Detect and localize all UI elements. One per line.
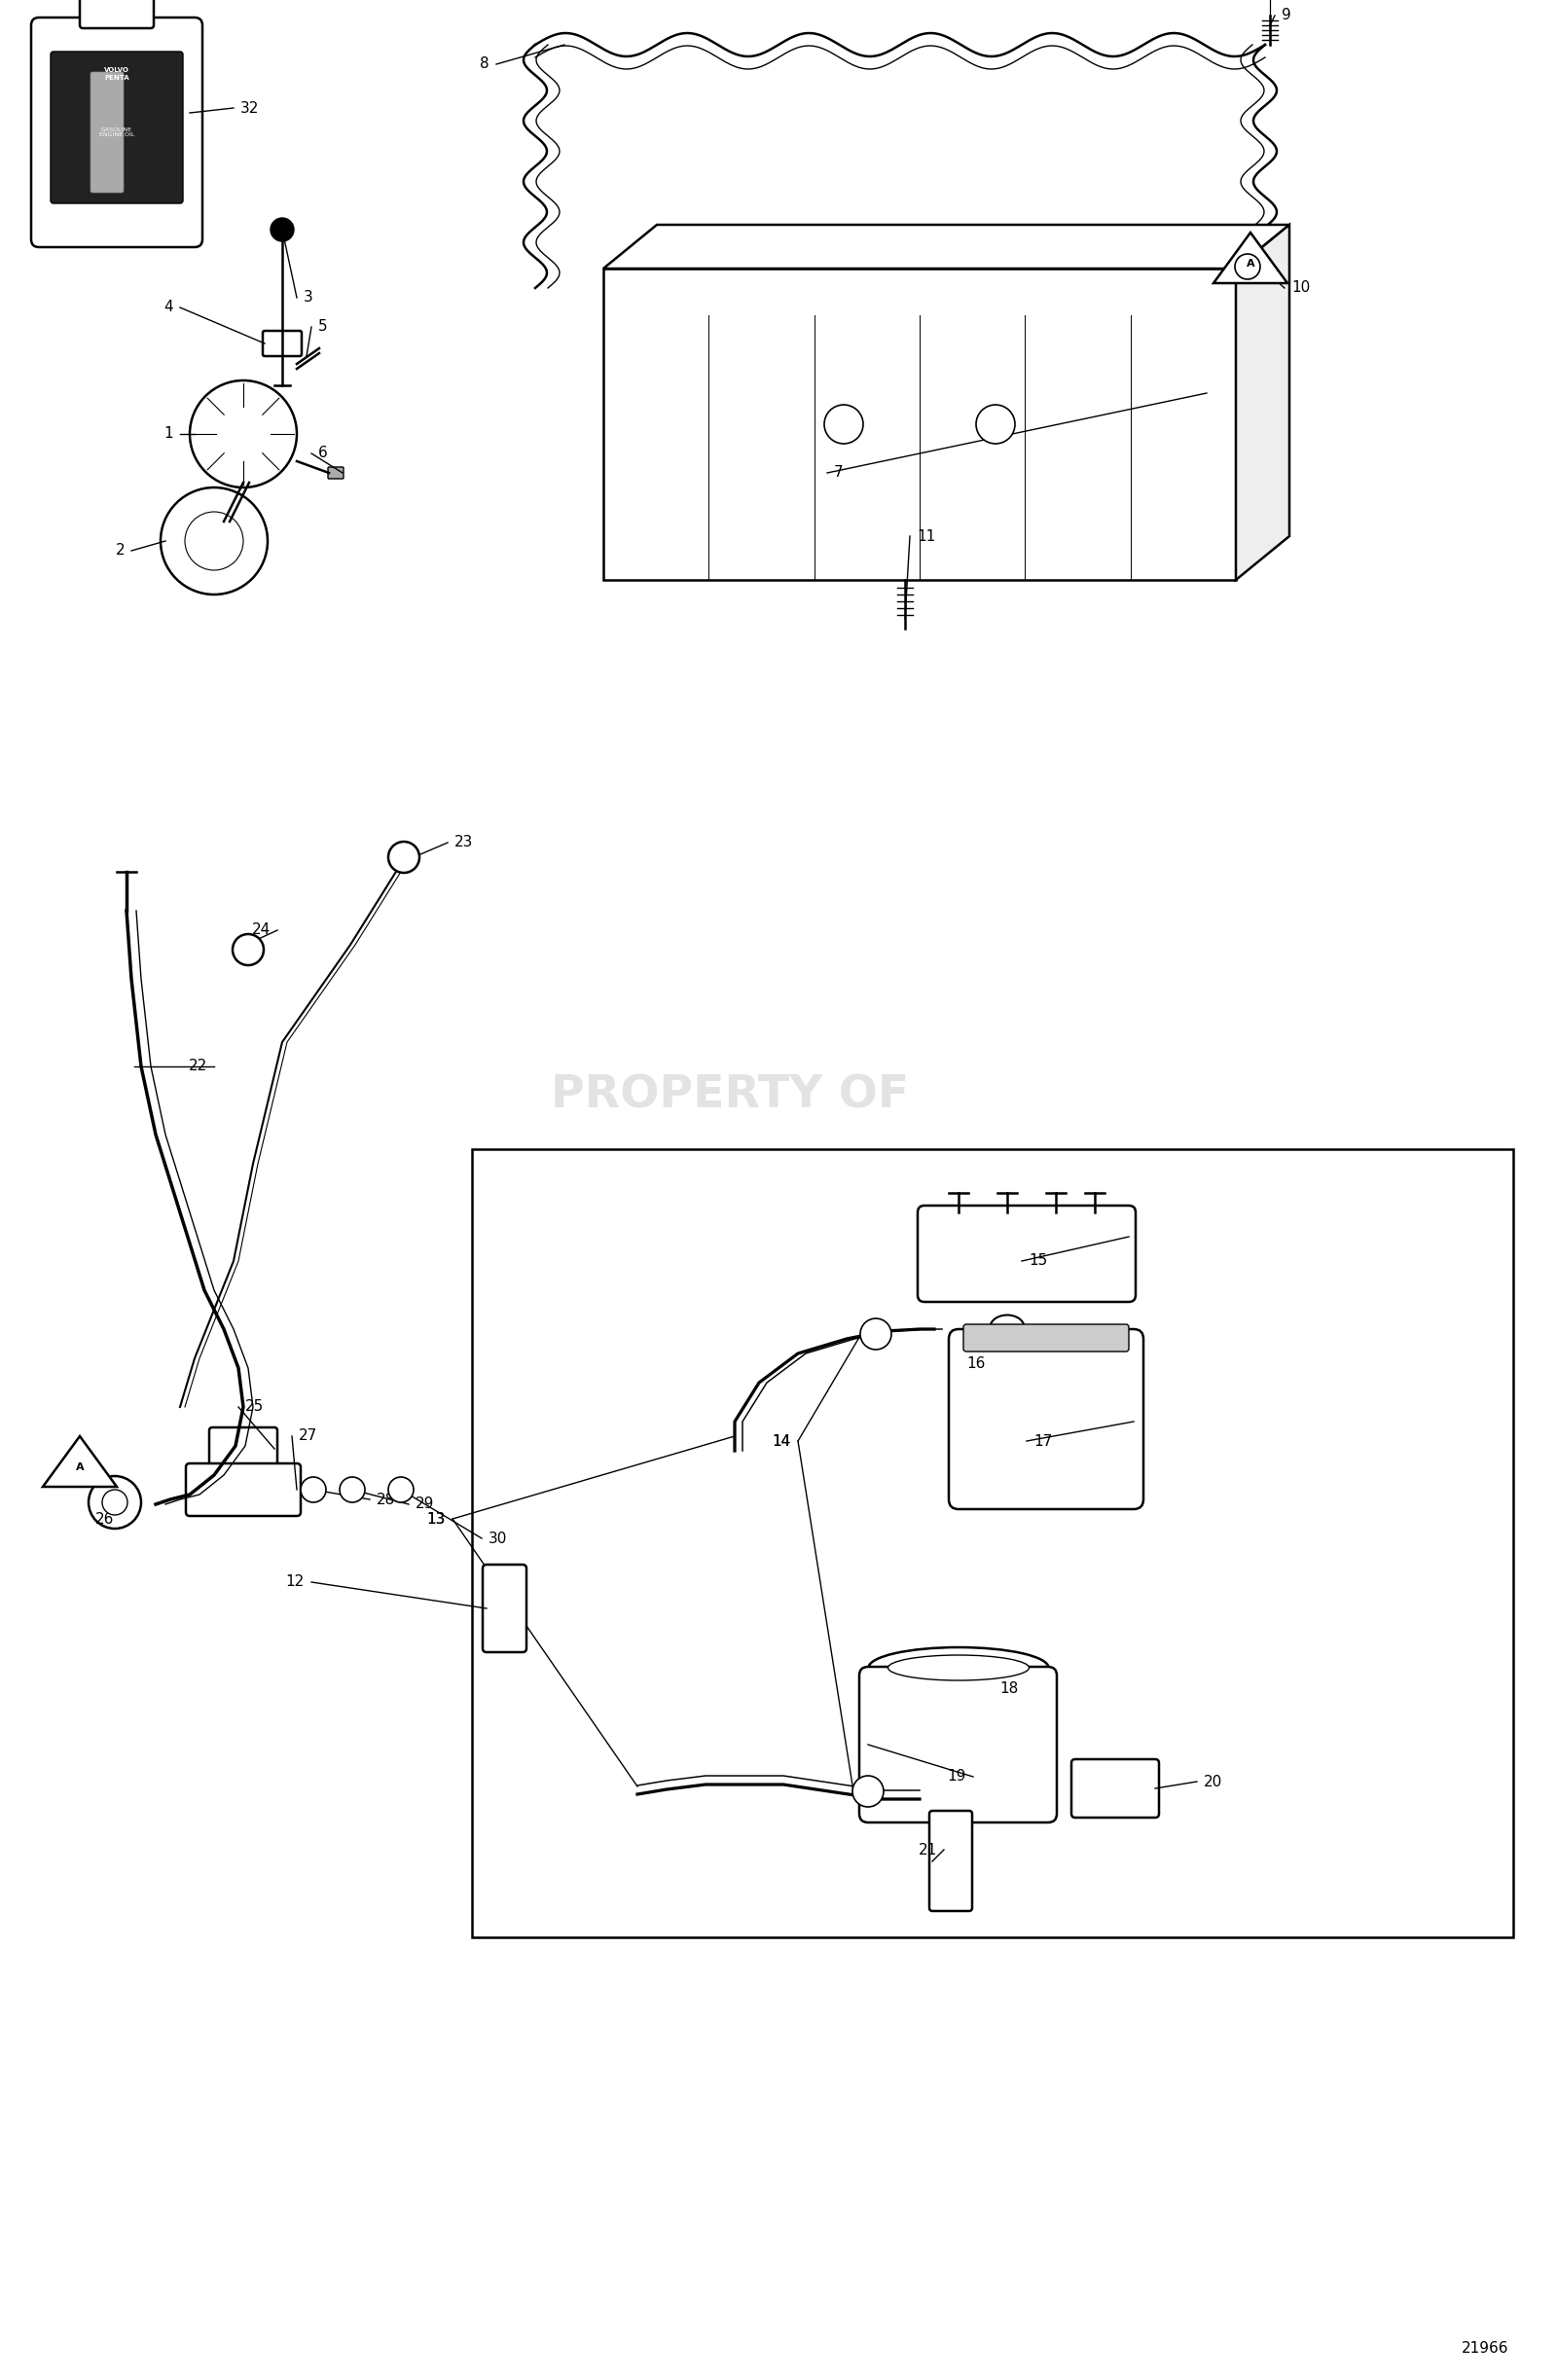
Text: 9: 9 [1281,7,1291,24]
Circle shape [103,1490,128,1516]
Text: 4: 4 [163,300,173,314]
Circle shape [339,1478,364,1502]
Circle shape [271,219,294,240]
Text: 3: 3 [304,290,313,305]
Text: VOLVO PENTA: VOLVO PENTA [553,1161,906,1204]
FancyBboxPatch shape [964,1323,1129,1352]
Text: A: A [76,1461,84,1473]
FancyBboxPatch shape [263,331,302,357]
Text: 8: 8 [480,57,489,71]
FancyBboxPatch shape [329,466,344,478]
Text: 16: 16 [967,1357,986,1371]
Text: A: A [1246,259,1255,269]
Text: 2: 2 [115,543,125,557]
FancyBboxPatch shape [483,1564,526,1652]
Ellipse shape [990,1316,1025,1340]
Text: 21: 21 [919,1842,937,1856]
Polygon shape [1213,233,1288,283]
Text: 23: 23 [455,835,473,850]
FancyBboxPatch shape [1071,1759,1158,1818]
Bar [472,1150,1513,1937]
Text: 22: 22 [188,1059,207,1073]
Text: 20: 20 [1204,1775,1222,1790]
FancyBboxPatch shape [948,1328,1143,1509]
Text: 14: 14 [772,1433,791,1449]
Text: 19: 19 [948,1768,967,1785]
Text: 10: 10 [1291,281,1309,295]
Text: 29: 29 [416,1497,434,1511]
FancyBboxPatch shape [79,0,154,29]
Text: 24: 24 [252,923,271,938]
Text: 15: 15 [1029,1254,1048,1269]
FancyBboxPatch shape [930,1811,972,1911]
Text: 32: 32 [240,100,258,114]
Text: 30: 30 [489,1530,508,1545]
Circle shape [185,512,243,571]
Text: PROPERTY OF: PROPERTY OF [551,1073,909,1119]
FancyBboxPatch shape [209,1428,277,1471]
Circle shape [190,381,297,488]
Text: 27: 27 [299,1428,318,1445]
Circle shape [388,843,419,873]
Text: 12: 12 [286,1576,305,1590]
Text: GASOLINE
ENGINE OIL: GASOLINE ENGINE OIL [100,126,134,138]
Ellipse shape [887,1654,1029,1680]
Text: 13: 13 [427,1511,445,1526]
Text: 25: 25 [246,1399,265,1414]
FancyBboxPatch shape [50,52,184,202]
Circle shape [859,1319,891,1349]
Polygon shape [42,1435,117,1488]
Text: 1: 1 [163,426,173,440]
FancyBboxPatch shape [185,1464,301,1516]
Text: 11: 11 [917,528,936,543]
Text: 17: 17 [1034,1433,1053,1449]
Text: VOLVO
PENTA: VOLVO PENTA [104,67,129,81]
Circle shape [388,1478,414,1502]
Circle shape [976,405,1015,443]
Polygon shape [1236,224,1289,581]
Text: 6: 6 [318,445,327,462]
Text: 13: 13 [427,1511,445,1526]
Circle shape [89,1476,142,1528]
FancyBboxPatch shape [859,1666,1057,1823]
Circle shape [853,1775,884,1806]
Polygon shape [604,224,1289,269]
Circle shape [1235,255,1260,278]
Circle shape [824,405,863,443]
Circle shape [301,1478,325,1502]
Text: 28: 28 [377,1492,395,1507]
Bar [604,269,1236,581]
Text: 5: 5 [318,319,327,333]
Text: 7: 7 [835,466,844,481]
Text: 21966: 21966 [1460,2342,1509,2356]
FancyBboxPatch shape [90,71,123,193]
Circle shape [232,933,263,966]
Ellipse shape [869,1647,1048,1687]
Text: 18: 18 [1000,1683,1018,1697]
Text: 26: 26 [95,1511,115,1526]
Text: 14: 14 [772,1433,791,1449]
Circle shape [160,488,268,595]
FancyBboxPatch shape [917,1207,1135,1302]
FancyBboxPatch shape [31,17,202,248]
